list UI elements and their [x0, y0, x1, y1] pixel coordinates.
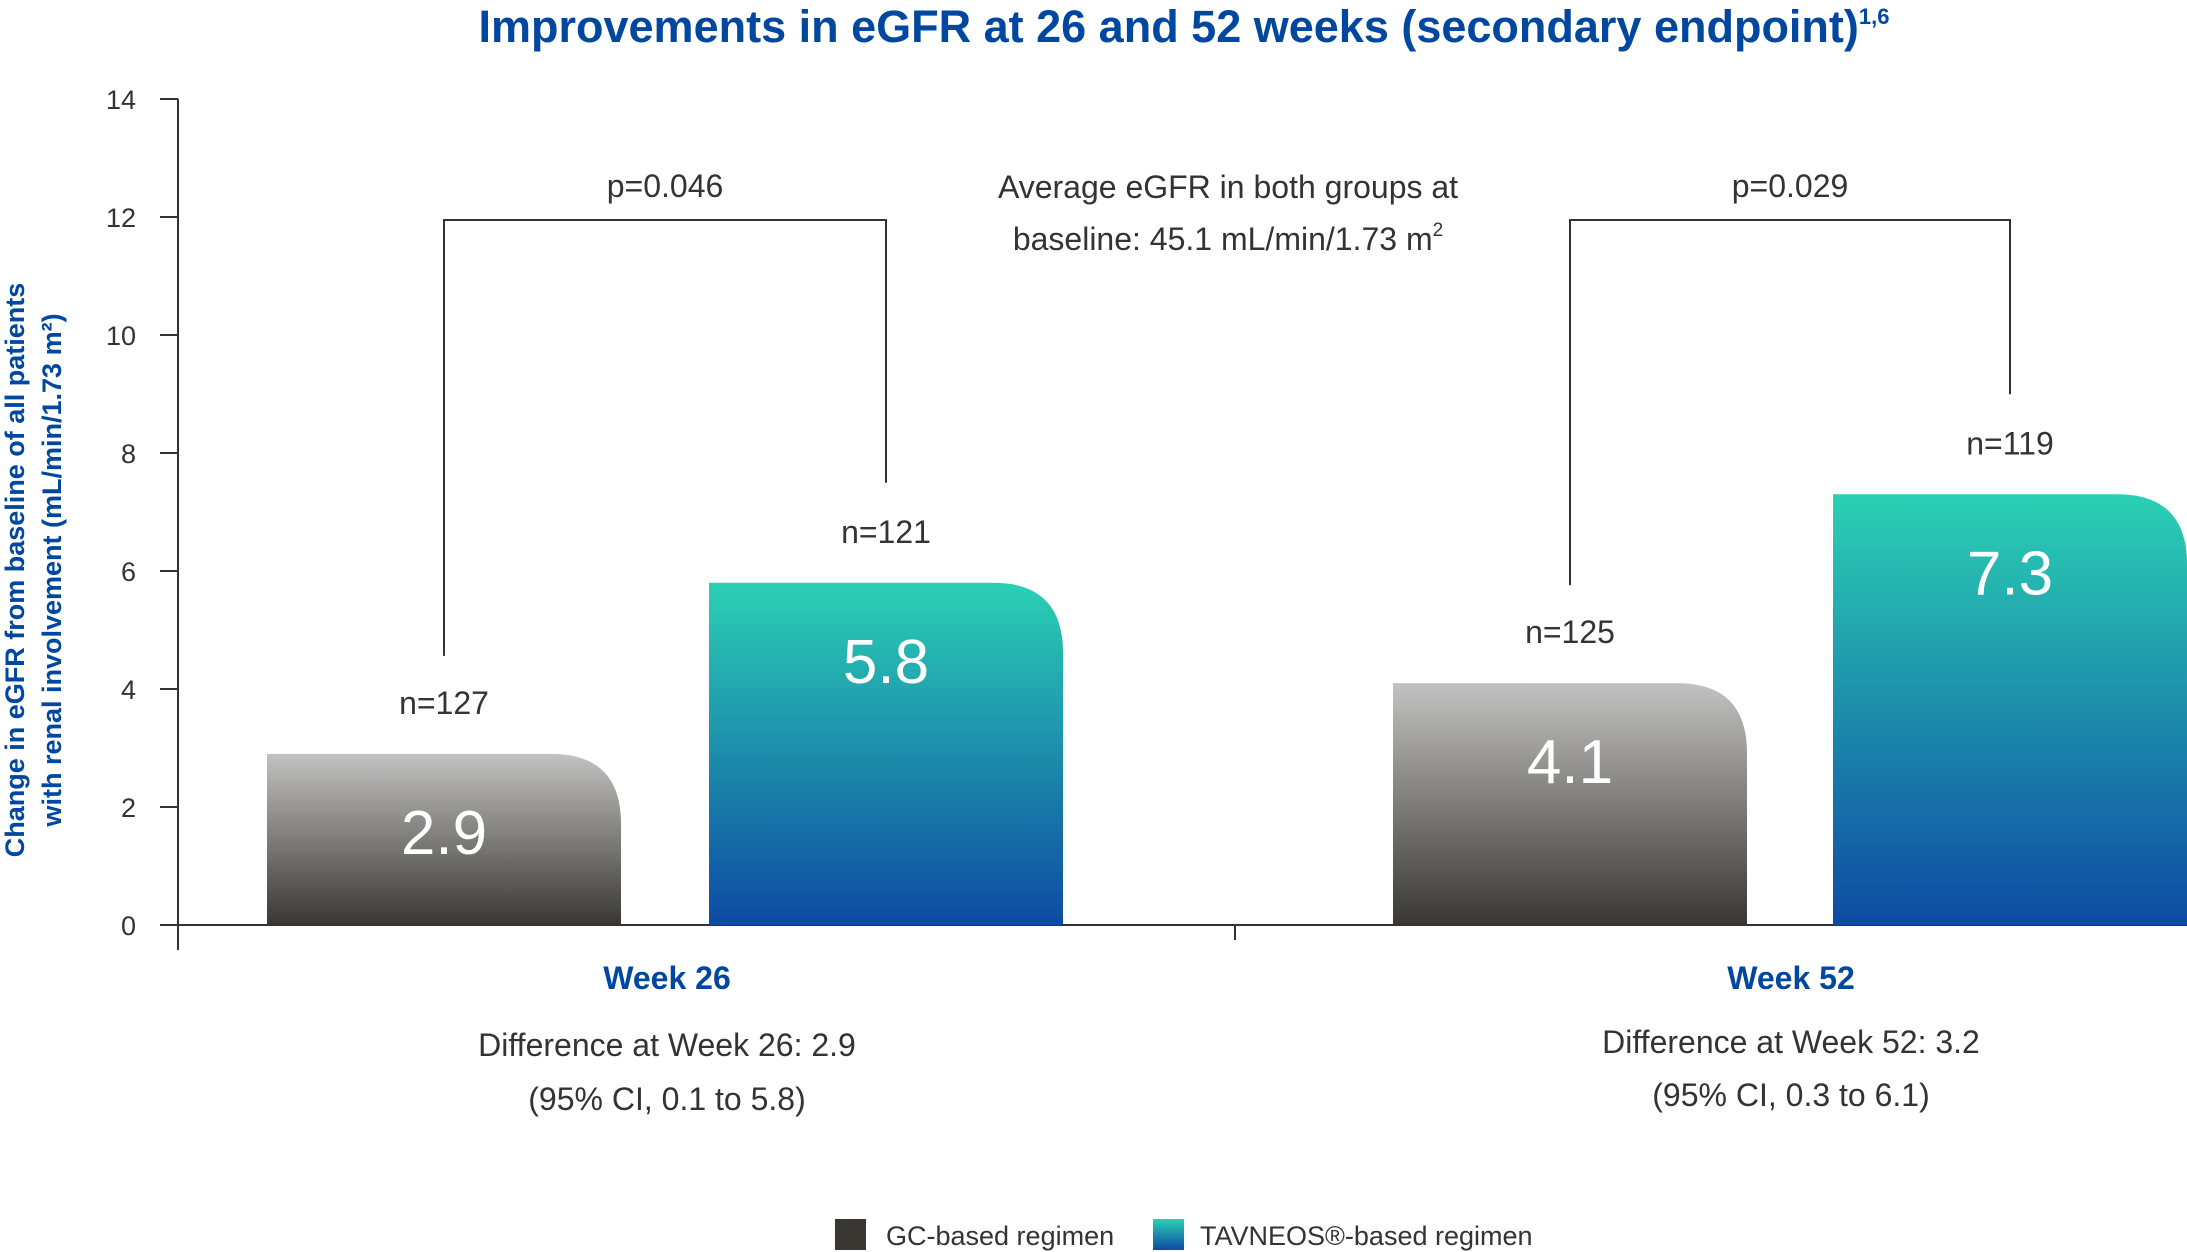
chart-title-superscript: 1,6 — [1859, 4, 1890, 29]
y-axis-ticks: 0 2 4 6 8 10 12 14 — [106, 85, 178, 941]
difference-week-52-line1: Difference at Week 52: 3.2 — [1602, 1024, 1980, 1060]
bar-value-label: 4.1 — [1527, 728, 1613, 797]
legend: GC-based regimen TAVNEOS®-based regimen — [835, 1219, 1533, 1251]
bar-value-label: 7.3 — [1967, 539, 2053, 608]
difference-week-26-line1: Difference at Week 26: 2.9 — [478, 1027, 856, 1063]
bars — [267, 494, 2187, 925]
chart-title-text: Improvements in eGFR at 26 and 52 weeks … — [479, 1, 1859, 52]
baseline-annotation-line2: baseline: 45.1 mL/min/1.73 m2 — [1013, 220, 1443, 257]
y-tick-label: 10 — [106, 321, 136, 351]
y-axis-label-line2: with renal involvement (mL/min/1.73 m²) — [37, 313, 67, 827]
legend-swatch-gc — [835, 1219, 866, 1250]
y-tick-label: 12 — [106, 203, 136, 233]
category-label-week-52: Week 52 — [1727, 960, 1855, 996]
y-axis-label: Change in eGFR from baseline of all pati… — [0, 283, 67, 858]
y-tick-label: 4 — [121, 675, 136, 705]
y-tick-label: 8 — [121, 439, 136, 469]
chart-title: Improvements in eGFR at 26 and 52 weeks … — [479, 1, 1890, 52]
y-axis-label-line1: Change in eGFR from baseline of all pati… — [0, 283, 30, 858]
y-tick-label: 14 — [106, 85, 136, 115]
legend-swatch-tavneos — [1153, 1219, 1184, 1250]
legend-label-tavneos: TAVNEOS®-based regimen — [1200, 1221, 1533, 1251]
category-week-52: Week 52 Difference at Week 52: 3.2 (95% … — [1602, 960, 1980, 1113]
baseline-annotation-line1: Average eGFR in both groups at — [998, 169, 1458, 205]
baseline-annotation-superscript: 2 — [1433, 220, 1444, 241]
significance-bracket — [443, 219, 887, 656]
category-label-week-26: Week 26 — [603, 960, 731, 996]
legend-label-gc: GC-based regimen — [886, 1221, 1114, 1251]
bar-tavneos — [709, 582, 1063, 925]
bar-gc — [1393, 683, 1747, 925]
n-count-label: n=121 — [841, 514, 931, 550]
bar-value-label: 2.9 — [401, 799, 487, 868]
n-count-label: n=119 — [1966, 425, 2054, 461]
p-value-label: p=0.029 — [1732, 168, 1849, 204]
baseline-annotation: Average eGFR in both groups at baseline:… — [998, 169, 1458, 257]
y-tick-label: 2 — [121, 793, 136, 823]
y-tick-label: 6 — [121, 557, 136, 587]
difference-week-52-line2: (95% CI, 0.3 to 6.1) — [1652, 1077, 1929, 1113]
bar-gc — [267, 753, 621, 925]
y-tick-label: 0 — [121, 911, 136, 941]
p-value-label: p=0.046 — [607, 168, 724, 204]
significance-brackets: p=0.046 p=0.029 — [443, 168, 2011, 656]
significance-bracket — [1569, 219, 2011, 586]
baseline-annotation-text: baseline: 45.1 mL/min/1.73 m — [1013, 221, 1433, 257]
n-count-label: n=127 — [399, 685, 489, 721]
difference-week-26-line2: (95% CI, 0.1 to 5.8) — [528, 1081, 805, 1117]
bar-labels: 2.9 n=127 5.8 n=121 4.1 n=125 7.3 n=119 — [399, 425, 2054, 868]
category-week-26: Week 26 Difference at Week 26: 2.9 (95% … — [478, 960, 856, 1117]
bar-tavneos — [1833, 494, 2187, 925]
n-count-label: n=125 — [1525, 614, 1615, 650]
bar-value-label: 5.8 — [843, 628, 929, 697]
